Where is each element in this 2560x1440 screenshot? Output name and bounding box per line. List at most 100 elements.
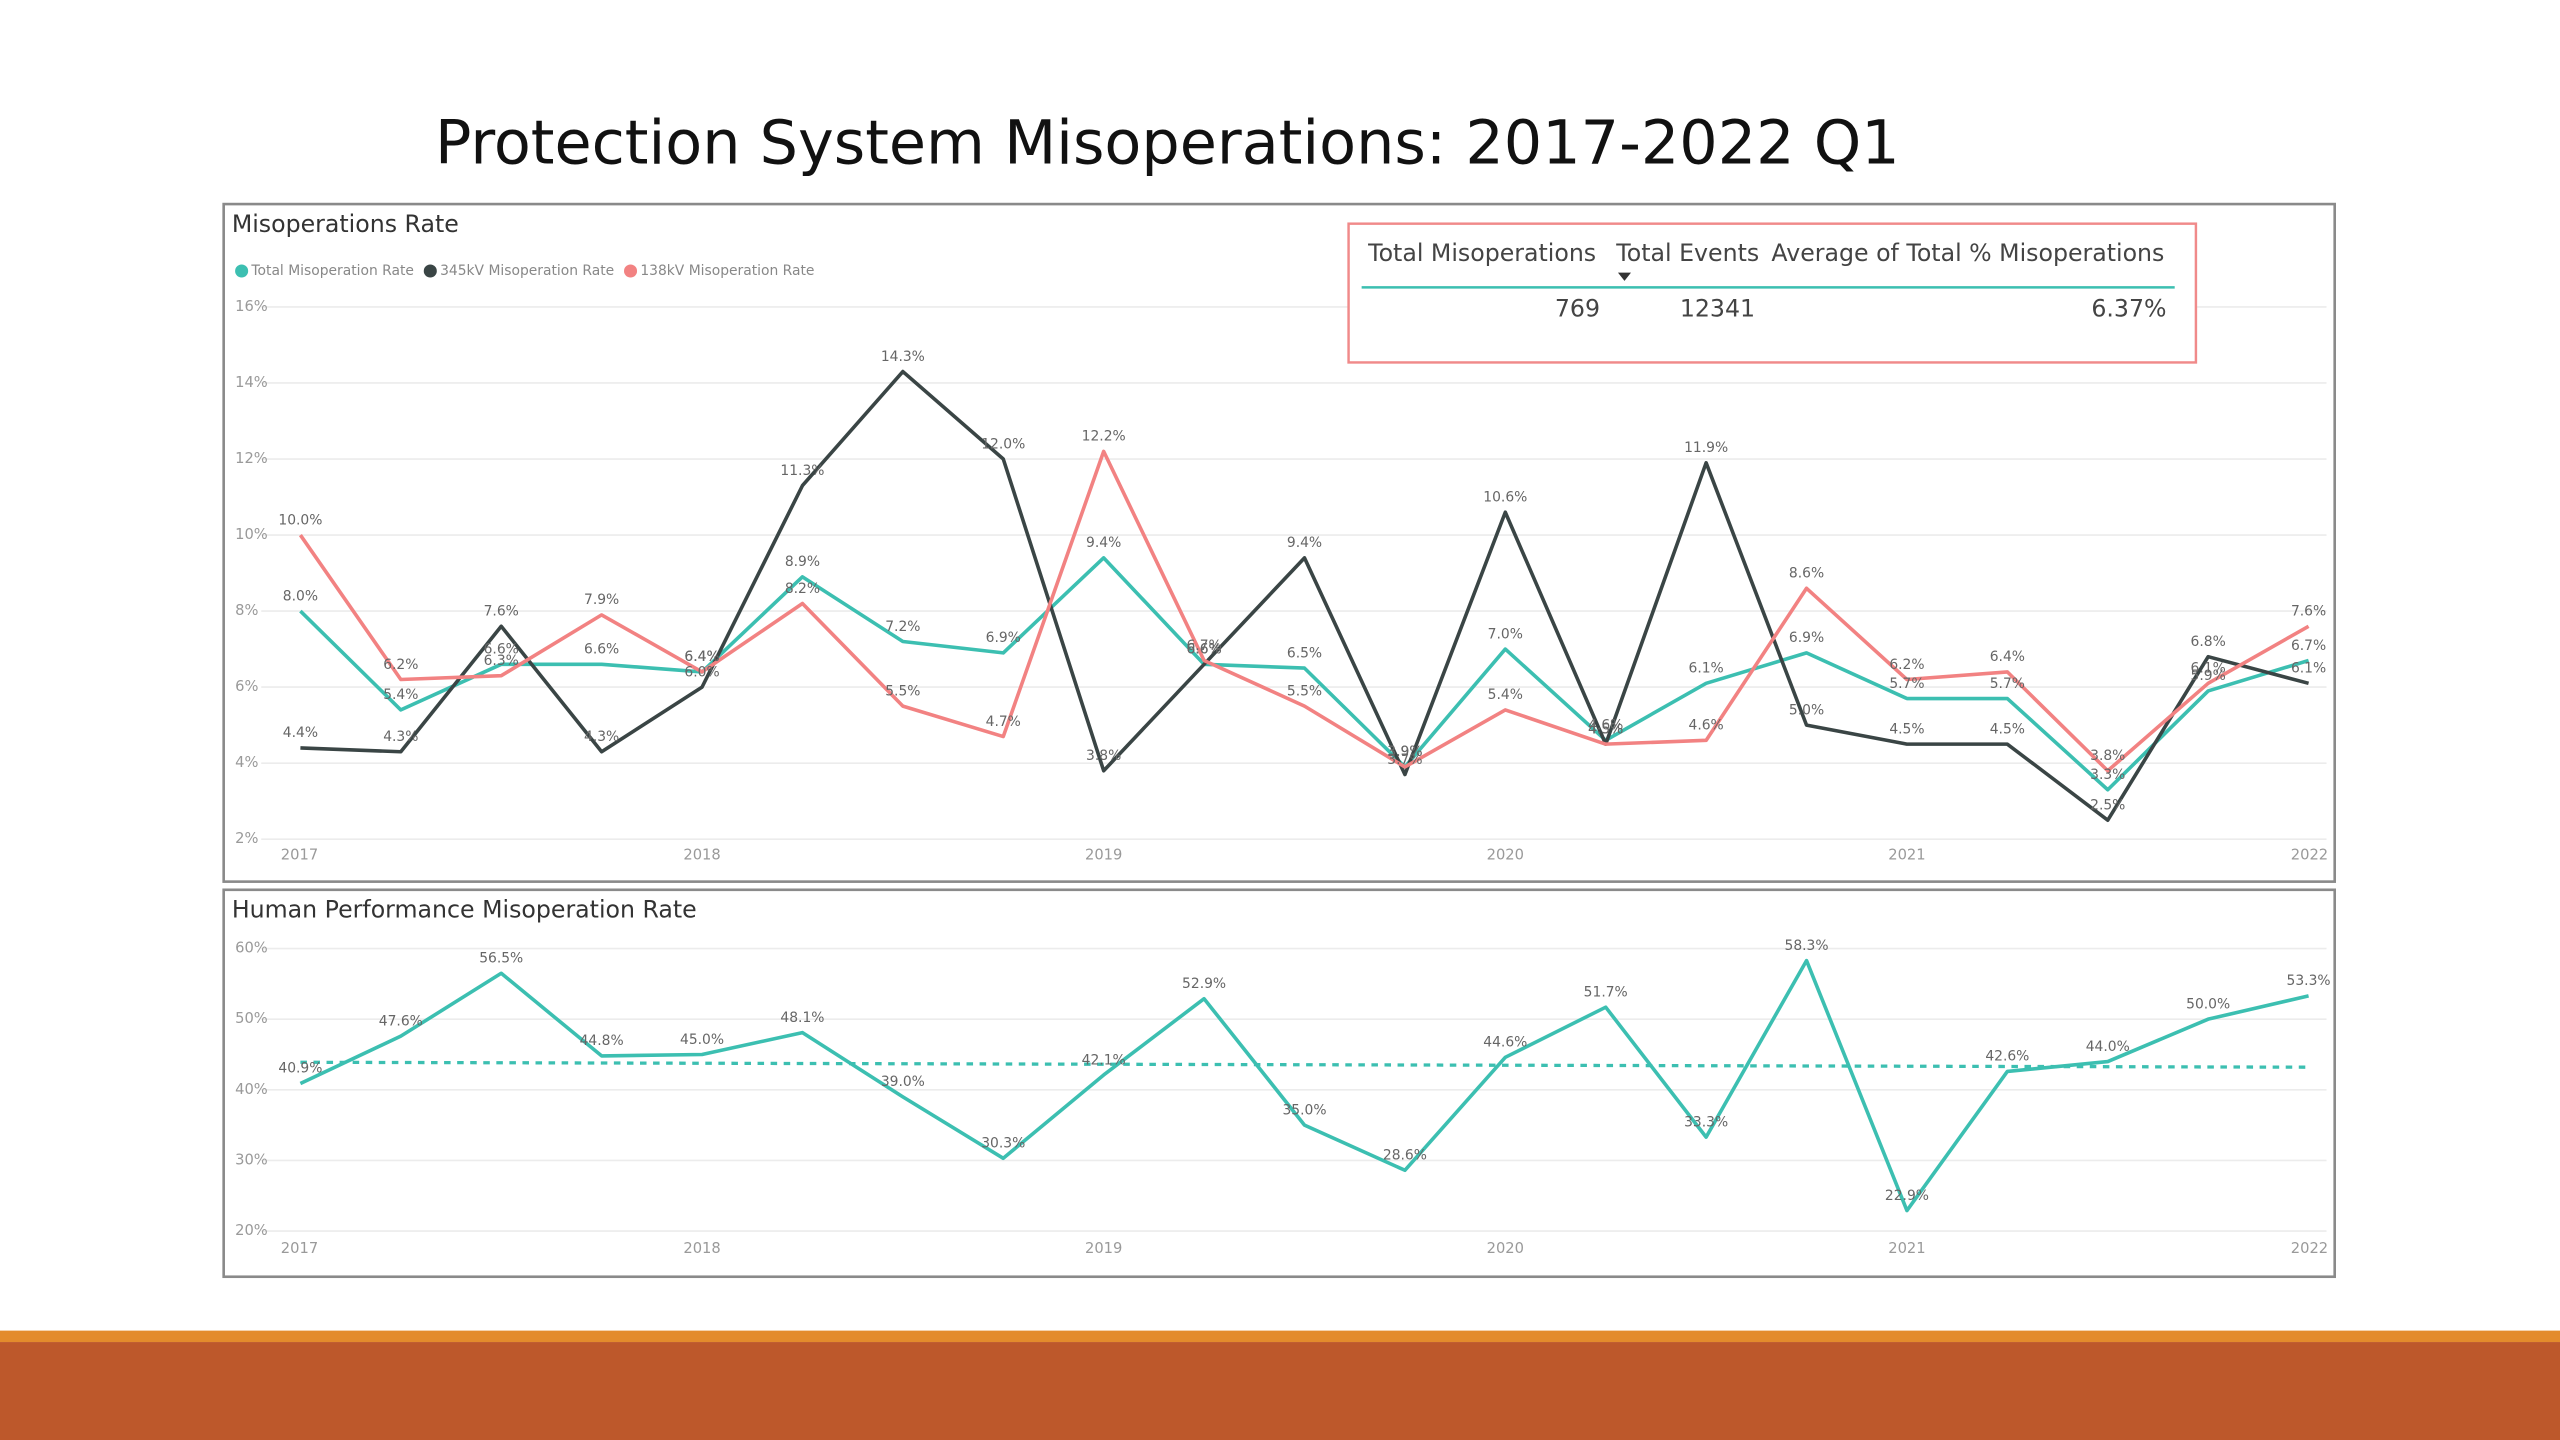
data-label: 39.0% bbox=[881, 1074, 925, 1090]
data-label: 50.0% bbox=[2186, 996, 2230, 1012]
y-tick-label: 10% bbox=[235, 526, 268, 543]
table-header: Total Misoperations bbox=[1367, 239, 1596, 267]
chart-title: Misoperations Rate bbox=[232, 210, 459, 238]
data-label: 42.6% bbox=[1985, 1049, 2029, 1065]
data-label: 5.0% bbox=[1789, 702, 1824, 718]
chart-title: Human Performance Misoperation Rate bbox=[232, 896, 697, 924]
data-label: 5.9% bbox=[2191, 668, 2226, 684]
data-label: 6.0% bbox=[684, 664, 719, 680]
data-label: 5.4% bbox=[1488, 687, 1523, 703]
data-label: 11.3% bbox=[780, 463, 824, 479]
data-label: 6.4% bbox=[684, 649, 719, 665]
data-label: 4.5% bbox=[1889, 721, 1924, 737]
y-tick-label: 6% bbox=[235, 678, 258, 695]
data-label: 6.1% bbox=[1689, 661, 1724, 677]
series-line bbox=[299, 556, 2310, 792]
data-label: 6.4% bbox=[684, 649, 719, 665]
data-label: 52.9% bbox=[1182, 976, 1226, 992]
table-header: Total Events bbox=[1615, 239, 1759, 267]
data-label: 56.5% bbox=[479, 951, 523, 967]
sort-indicator bbox=[1617, 272, 1632, 281]
data-label: 7.9% bbox=[584, 592, 619, 608]
data-label: 4.3% bbox=[584, 729, 619, 745]
x-tick-label: 2019 bbox=[1085, 847, 1122, 864]
y-tick-label: 16% bbox=[235, 298, 268, 315]
x-tick-label: 2018 bbox=[683, 1240, 720, 1257]
legend-swatch bbox=[235, 264, 249, 278]
y-tick-label: 40% bbox=[235, 1081, 268, 1098]
data-label: 5.7% bbox=[1990, 676, 2025, 692]
summary-card: Total Misoperations Total Events Average… bbox=[1347, 222, 2198, 364]
data-label: 53.3% bbox=[2287, 973, 2331, 989]
table-header: Average of Total % Misoperations bbox=[1771, 239, 2164, 267]
data-label: 6.7% bbox=[1186, 638, 1221, 654]
data-label: 40.9% bbox=[278, 1061, 322, 1077]
series-line bbox=[299, 958, 2309, 1213]
y-tick-label: 12% bbox=[235, 450, 268, 467]
data-label: 4.6% bbox=[1588, 718, 1623, 734]
x-tick-label: 2020 bbox=[1487, 1240, 1524, 1257]
data-label: 8.2% bbox=[785, 581, 820, 597]
data-label: 6.2% bbox=[1889, 657, 1924, 673]
data-label: 6.6% bbox=[584, 642, 619, 658]
series-line bbox=[300, 369, 2310, 822]
y-tick-label: 14% bbox=[235, 374, 268, 391]
data-label: 48.1% bbox=[780, 1010, 824, 1026]
slide-title: Protection System Misoperations: 2017-20… bbox=[435, 109, 1900, 179]
data-label: 5.4% bbox=[383, 687, 418, 703]
data-label: 6.1% bbox=[2191, 661, 2226, 677]
legend-label: 345kV Misoperation Rate bbox=[440, 263, 614, 279]
data-label: 5.5% bbox=[1287, 683, 1322, 699]
data-label: 4.6% bbox=[1689, 718, 1724, 734]
series-line bbox=[298, 449, 2310, 773]
legend-label: 138kV Misoperation Rate bbox=[640, 263, 814, 279]
legend-label: Total Misoperation Rate bbox=[250, 263, 414, 279]
data-label: 58.3% bbox=[1785, 938, 1829, 954]
data-label: 6.1% bbox=[2291, 661, 2326, 677]
y-tick-label: 8% bbox=[235, 602, 258, 619]
data-label: 6.6% bbox=[1186, 642, 1221, 658]
data-label: 8.6% bbox=[1789, 566, 1824, 582]
data-label: 3.7% bbox=[1387, 752, 1422, 768]
data-label: 44.0% bbox=[2086, 1039, 2130, 1055]
data-label: 33.3% bbox=[1684, 1114, 1728, 1130]
data-label: 4.7% bbox=[986, 714, 1021, 730]
data-label: 6.6% bbox=[484, 642, 519, 658]
average-line bbox=[300, 1060, 2309, 1069]
data-label: 8.0% bbox=[283, 588, 318, 604]
y-tick-label: 4% bbox=[235, 754, 258, 771]
data-label: 28.6% bbox=[1383, 1148, 1427, 1164]
data-label: 44.8% bbox=[580, 1033, 624, 1049]
data-label: 7.6% bbox=[2291, 604, 2326, 620]
data-label: 5.7% bbox=[1889, 676, 1924, 692]
data-label: 51.7% bbox=[1584, 984, 1628, 1000]
data-label: 9.4% bbox=[1086, 535, 1121, 551]
data-label: 3.8% bbox=[2090, 748, 2125, 764]
data-label: 44.6% bbox=[1483, 1035, 1527, 1051]
table-cell: 6.37% bbox=[2091, 295, 2166, 323]
data-label: 42.1% bbox=[1082, 1052, 1126, 1068]
x-tick-label: 2021 bbox=[1888, 1240, 1925, 1257]
legend-swatch bbox=[624, 264, 638, 278]
data-label: 6.5% bbox=[1287, 645, 1322, 661]
data-label: 45.0% bbox=[680, 1032, 724, 1048]
data-label: 6.8% bbox=[2191, 634, 2226, 650]
panel bbox=[222, 888, 2336, 1279]
x-tick-label: 2018 bbox=[683, 847, 720, 864]
x-tick-label: 2022 bbox=[2291, 1240, 2328, 1257]
data-label: 4.4% bbox=[283, 725, 318, 741]
data-label: 4.3% bbox=[383, 729, 418, 745]
data-label: 11.9% bbox=[1684, 440, 1728, 456]
table-cell: 769 bbox=[1555, 295, 1600, 323]
data-label: 14.3% bbox=[881, 349, 925, 365]
data-label: 10.6% bbox=[1483, 490, 1527, 506]
data-label: 8.9% bbox=[785, 554, 820, 570]
data-label: 4.5% bbox=[1990, 721, 2025, 737]
data-label: 6.7% bbox=[2291, 638, 2326, 654]
data-label: 3.9% bbox=[1387, 744, 1422, 760]
data-label: 6.3% bbox=[484, 653, 519, 669]
data-label: 9.4% bbox=[1287, 535, 1322, 551]
data-label: 30.3% bbox=[981, 1136, 1025, 1152]
x-tick-label: 2017 bbox=[281, 847, 318, 864]
